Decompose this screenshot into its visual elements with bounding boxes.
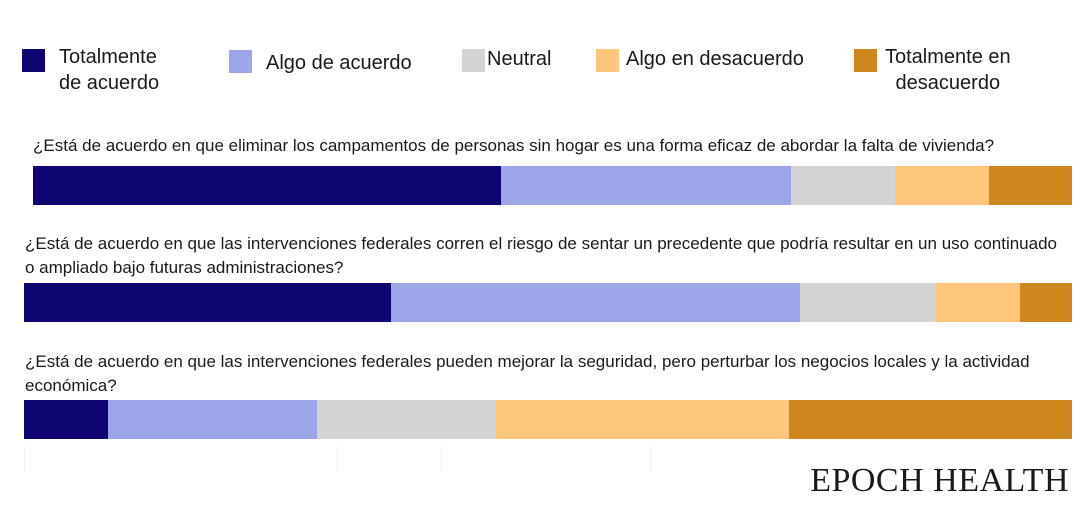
bar-segment-aa — [500, 166, 792, 205]
bar-segment-ta — [24, 283, 391, 322]
bar-segment-ne — [317, 400, 496, 439]
question-2-bar — [24, 283, 1072, 322]
question-1-bar — [33, 166, 1072, 205]
bar-segment-aa — [390, 283, 800, 322]
legend-swatch-totalmente-en-desacuerdo — [854, 49, 877, 72]
bar-segment-ta — [33, 166, 501, 205]
legend-item-algo-de-acuerdo: Algo de acuerdo — [229, 50, 412, 76]
legend-item-totalmente-de-acuerdo: Totalmente de acuerdo — [22, 44, 159, 96]
legend-item-totalmente-en-desacuerdo: Totalmente en desacuerdo — [854, 44, 1011, 96]
legend-label-totalmente-de-acuerdo: Totalmente de acuerdo — [59, 46, 160, 94]
bar-segment-ad — [895, 166, 989, 205]
faint-guide-line — [650, 446, 651, 472]
legend-swatch-algo-de-acuerdo — [229, 50, 252, 73]
bar-segment-td — [1019, 283, 1072, 322]
bar-segment-td — [789, 400, 1072, 439]
bar-segment-ad — [495, 400, 790, 439]
legend-swatch-algo-en-desacuerdo — [596, 49, 619, 72]
bar-segment-ne — [791, 166, 896, 205]
legend-item-neutral: Neutral — [462, 46, 551, 72]
question-3-bar — [24, 400, 1072, 439]
faint-guide-line — [24, 446, 25, 472]
legend-label-algo-de-acuerdo: Algo de acuerdo — [266, 52, 412, 74]
bar-segment-ne — [799, 283, 936, 322]
legend-label-totalmente-en-desacuerdo: Totalmente en desacuerdo — [885, 46, 1011, 94]
legend-swatch-neutral — [462, 49, 485, 72]
bar-segment-ta — [24, 400, 108, 439]
bar-segment-aa — [107, 400, 318, 439]
brand-logo-text: EPOCH HEALTH — [810, 462, 1069, 499]
bar-segment-ad — [935, 283, 1020, 322]
faint-guide-line — [441, 446, 442, 472]
legend-label-neutral: Neutral — [487, 48, 552, 70]
legend-item-algo-en-desacuerdo: Algo en desacuerdo — [596, 46, 804, 72]
question-1-text: ¿Está de acuerdo en que eliminar los cam… — [33, 136, 995, 155]
faint-guide-line — [337, 446, 338, 472]
question-3-text: ¿Está de acuerdo en que las intervencion… — [25, 352, 1030, 395]
bar-segment-td — [988, 166, 1072, 205]
question-2-text: ¿Está de acuerdo en que las intervencion… — [25, 234, 1058, 277]
legend-swatch-totalmente-de-acuerdo — [22, 49, 45, 72]
legend-label-algo-en-desacuerdo: Algo en desacuerdo — [626, 48, 804, 70]
